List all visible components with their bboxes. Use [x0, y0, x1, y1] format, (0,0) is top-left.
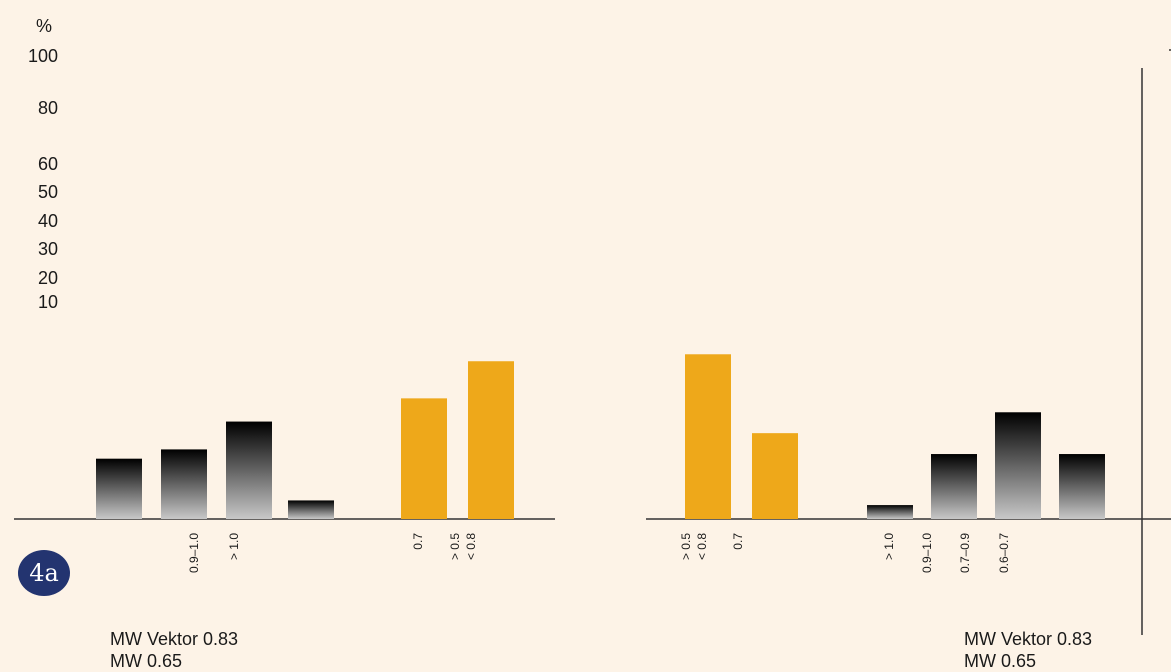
left-footer: MW Vektor 0.83 MW 0.65 [110, 628, 238, 672]
left-bar-6 [468, 361, 514, 519]
right-footer-mw: MW 0.65 [964, 650, 1092, 672]
right-tick-label-2: 0.7 [731, 533, 745, 550]
left-tick-label-2: 0.9–1.0 [187, 533, 201, 573]
right-bar-4 [931, 454, 977, 519]
left-footer-vektor: MW Vektor 0.83 [110, 628, 238, 650]
left-bar-1 [96, 459, 142, 519]
right-tick-label-1: > 0.5 < 0.8 [679, 533, 709, 560]
right-tick-label-6: 0.6–0.7 [997, 533, 1011, 573]
left-tick-label-5: 0.7 [411, 533, 425, 550]
right-tick-label-3: > 1.0 [882, 533, 896, 560]
y-tick-100: 100 [0, 46, 58, 67]
left-bar-3 [226, 422, 272, 519]
right-bar-1 [685, 354, 731, 519]
y-tick-30: 30 [0, 239, 58, 260]
y-tick-10: 10 [0, 292, 58, 313]
right-footer: MW Vektor 0.83 MW 0.65 [964, 628, 1092, 672]
left-tick-label-6: > 0.5 < 0.8 [448, 533, 478, 560]
y-tick-20: 20 [0, 268, 58, 289]
right-tick-label-4: 0.9–1.0 [920, 533, 934, 573]
left-tick-label-3: > 1.0 [227, 533, 241, 560]
left-footer-mw: MW 0.65 [110, 650, 238, 672]
right-bar-2 [752, 433, 798, 519]
right-bar-5 [995, 412, 1041, 519]
y-tick-50: 50 [0, 182, 58, 203]
left-bar-2 [161, 449, 207, 519]
y-tick-80: 80 [0, 98, 58, 119]
y-tick-60: 60 [0, 154, 58, 175]
figure-badge: 4a [18, 550, 70, 596]
y-tick-40: 40 [0, 211, 58, 232]
right-bar-6 [1059, 454, 1105, 519]
right-bar-3 [867, 505, 913, 519]
left-bar-4 [288, 500, 334, 519]
y-axis-unit: % [36, 16, 52, 37]
right-tick-label-5: 0.7–0.9 [958, 533, 972, 573]
right-footer-vektor: MW Vektor 0.83 [964, 628, 1092, 650]
left-bar-5 [401, 398, 447, 519]
